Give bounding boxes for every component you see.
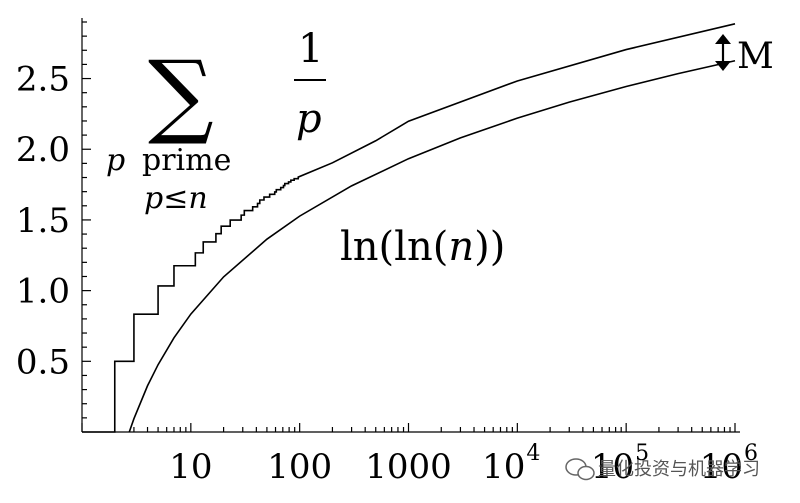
watermark: 量化投资与机器学习: [565, 458, 760, 481]
x-tick-label: 10: [169, 447, 212, 487]
lnln-suffix: )): [474, 224, 505, 270]
axes: [81, 18, 740, 433]
sum-denominator: p: [296, 96, 322, 142]
y-tick-label: 1.5: [16, 201, 70, 241]
sum-condition-range: p≤n: [144, 181, 208, 216]
y-tick-label: 0.5: [16, 342, 70, 382]
x-tick-label: 10: [591, 447, 634, 487]
sum-condition-word: prime: [142, 143, 231, 178]
gap-label: M: [737, 36, 774, 77]
lnln-annotation: ln(ln(n)): [340, 224, 505, 270]
x-tick-exponent: 5: [635, 441, 649, 466]
ticks-layer: 0.51.01.52.02.510 100 1000 10 4 10 5 10 6: [16, 60, 758, 487]
series-sum-1-over-p: [82, 23, 736, 433]
y-tick-label: 2.5: [16, 60, 70, 100]
x-tick-exponent: 4: [526, 441, 540, 466]
x-tick-label: 10: [482, 447, 525, 487]
x-tick-exponent: 6: [744, 441, 758, 466]
series-layer: [82, 23, 736, 433]
x-tick-label: 100: [267, 447, 332, 487]
sum-annotation: ∑ 1 p p prime p≤n: [106, 26, 326, 216]
sum-condition-var: p: [106, 143, 125, 178]
x-tick-label: 1000: [365, 447, 452, 487]
sum-sigma: ∑: [148, 41, 214, 148]
lnln-prefix: ln(ln(: [340, 224, 448, 270]
wechat-icon: [565, 458, 595, 481]
y-tick-label: 2.0: [16, 130, 70, 170]
x-tick-label: 10: [700, 447, 743, 487]
lnln-var: n: [448, 224, 474, 270]
series-ln-ln-n: [128, 59, 736, 433]
gap-arrow: [715, 34, 731, 71]
sum-numerator: 1: [298, 26, 323, 72]
y-tick-label: 1.0: [16, 272, 70, 312]
watermark-text: 量化投资与机器学习: [598, 459, 760, 480]
